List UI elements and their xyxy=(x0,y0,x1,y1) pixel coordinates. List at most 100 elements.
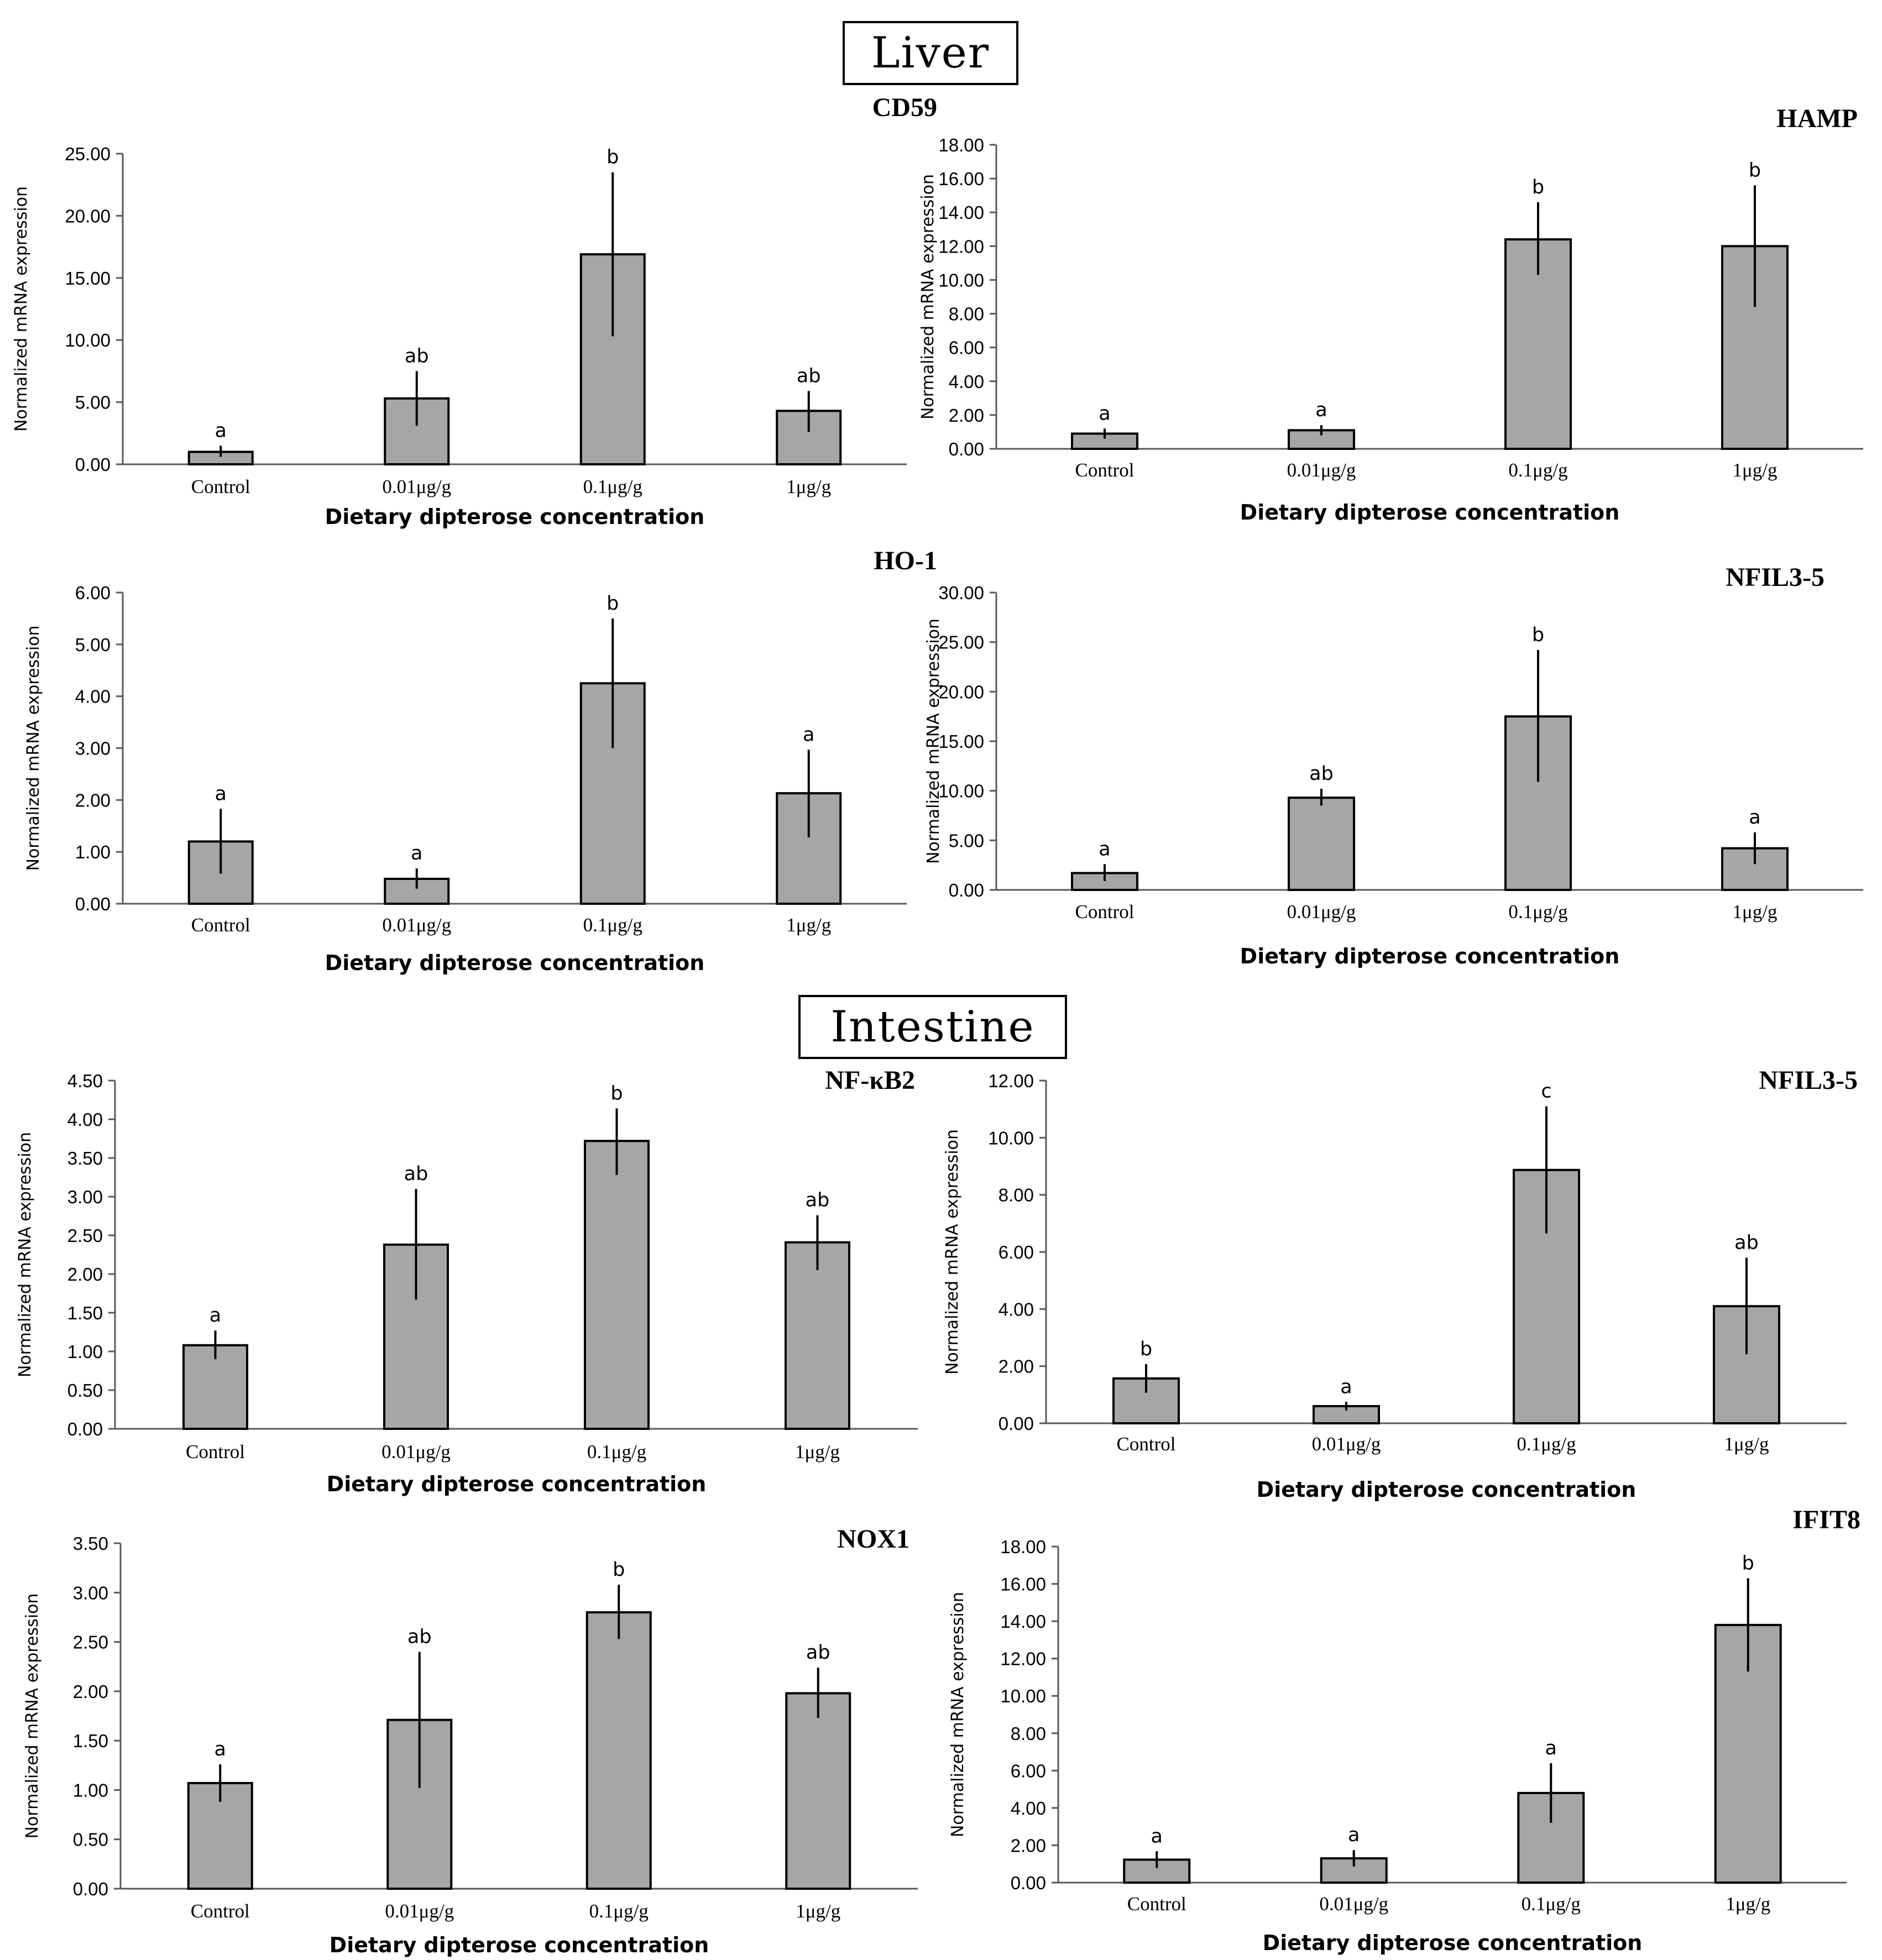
y-tick-label: 2.00 xyxy=(75,790,111,810)
y-tick-label: 10.00 xyxy=(938,781,984,801)
significance-label-1: a xyxy=(1315,399,1327,421)
y-tick-label: 12.00 xyxy=(1000,1649,1046,1669)
y-tick-label: 6.00 xyxy=(75,583,111,603)
y-tick-label: 2.50 xyxy=(73,1632,108,1653)
category-label-1: 0.01μg/g xyxy=(385,1900,454,1922)
y-tick-label: 0.00 xyxy=(1011,1873,1046,1893)
significance-label-1: a xyxy=(411,842,422,864)
category-label-0: Control xyxy=(1075,459,1135,481)
significance-label-0: a xyxy=(215,783,227,805)
chart-title: CD59 xyxy=(872,93,937,122)
y-tick-label: 20.00 xyxy=(65,206,111,226)
chart-intestine-ifit8: IFIT8 0.00 2.00 4.00 6.00 8.00 10.00 12.00 14.00… xyxy=(948,1505,1860,1955)
category-label-1: 0.01μg/g xyxy=(1312,1433,1381,1455)
y-axis-title: Normalized mRNA expression xyxy=(12,186,31,432)
y-tick-label: 5.00 xyxy=(75,635,111,655)
category-label-2: 0.1μg/g xyxy=(1517,1433,1576,1455)
chart-intestine-nfkb2: NF-κB2 0.00 0.50 1.00 1.50 2.00 2.50 3.00 3.50 4.… xyxy=(15,1066,918,1496)
y-tick-label: 5.00 xyxy=(949,830,984,851)
significance-label-2: b xyxy=(1532,624,1544,646)
x-axis-title: Dietary dipterose concentration xyxy=(327,1472,707,1496)
y-axis-title: Normalized mRNA expression xyxy=(15,1132,35,1377)
chart-title: HAMP xyxy=(1776,104,1858,133)
category-label-2: 0.1μg/g xyxy=(589,1900,649,1922)
y-tick-label: 1.00 xyxy=(73,1780,108,1800)
y-tick-label: 3.50 xyxy=(67,1148,103,1168)
y-tick-label: 16.00 xyxy=(1000,1574,1046,1595)
category-label-0: Control xyxy=(191,1900,250,1922)
y-tick-label: 14.00 xyxy=(1000,1611,1046,1632)
y-tick-label: 4.50 xyxy=(67,1071,103,1091)
y-axis-title: Normalized mRNA expression xyxy=(24,625,43,871)
x-axis-title: Dietary dipterose concentration xyxy=(1263,1931,1643,1955)
y-tick-label: 0.00 xyxy=(75,894,111,914)
significance-label-2: a xyxy=(1545,1737,1557,1759)
y-tick-label: 4.00 xyxy=(67,1109,103,1130)
y-tick-label: 6.00 xyxy=(949,338,984,358)
y-tick-label: 12.00 xyxy=(938,236,984,256)
significance-label-3: ab xyxy=(797,365,821,387)
x-axis-title: Dietary dipterose concentration xyxy=(330,1933,709,1957)
chart-title: NFIL3-5 xyxy=(1759,1066,1858,1095)
category-label-1: 0.01μg/g xyxy=(1319,1893,1388,1915)
significance-label-2: b xyxy=(1532,176,1544,198)
y-tick-label: 2.00 xyxy=(67,1264,103,1285)
chart-liver-nfil3-5: NFIL3-5 0.00 5.00 10.00 15.00 20.00 25.00 30.00… xyxy=(924,563,1863,968)
significance-label-3: a xyxy=(803,724,814,746)
y-axis-title: Normalized mRNA expression xyxy=(918,174,938,420)
chart-title: NF-κB2 xyxy=(825,1066,915,1095)
y-tick-label: 3.00 xyxy=(73,1582,108,1603)
category-label-2: 0.1μg/g xyxy=(1522,1893,1581,1915)
bar-1 xyxy=(1288,796,1355,891)
category-label-0: Control xyxy=(1127,1893,1186,1915)
chart-title: HO-1 xyxy=(874,546,937,575)
significance-label-2: c xyxy=(1541,1081,1551,1103)
y-tick-label: 1.50 xyxy=(67,1303,103,1323)
y-tick-label: 25.00 xyxy=(938,632,984,653)
y-tick-label: 6.00 xyxy=(1011,1760,1046,1781)
bar-3 xyxy=(785,1692,851,1890)
significance-label-0: a xyxy=(210,1304,221,1327)
significance-label-0: a xyxy=(215,420,227,442)
y-axis-title: Normalized mRNA expression xyxy=(23,1593,42,1838)
category-label-2: 0.1μg/g xyxy=(583,914,642,936)
category-label-3: 1μg/g xyxy=(1733,901,1778,923)
y-tick-label: 2.00 xyxy=(73,1681,108,1702)
y-tick-label: 4.00 xyxy=(949,371,984,392)
y-tick-label: 2.00 xyxy=(949,405,984,426)
y-tick-label: 20.00 xyxy=(938,682,984,702)
y-tick-label: 3.50 xyxy=(73,1533,108,1554)
y-tick-label: 0.00 xyxy=(73,1879,108,1899)
y-tick-label: 8.00 xyxy=(949,304,984,324)
significance-label-2: b xyxy=(607,593,619,615)
chart-liver-hamp: HAMP 0.00 2.00 4.00 6.00 8.00 10.00 12.00 14.00 1… xyxy=(918,104,1863,525)
y-tick-label: 12.00 xyxy=(988,1071,1034,1091)
category-label-1: 0.01μg/g xyxy=(1287,901,1356,923)
category-label-2: 0.1μg/g xyxy=(1508,459,1567,481)
section-title-liver: Liver xyxy=(843,21,1018,85)
significance-label-3: ab xyxy=(806,1642,830,1664)
significance-label-0: a xyxy=(1099,402,1110,425)
chart-intestine-nox1: NOX1 0.00 0.50 1.00 1.50 2.00 2.50 3.00 3.50 a Con… xyxy=(23,1524,918,1957)
category-label-1: 0.01μg/g xyxy=(381,1441,451,1463)
bar-2 xyxy=(585,1611,652,1890)
category-label-2: 0.1μg/g xyxy=(587,1441,646,1463)
x-axis-title: Dietary dipterose concentration xyxy=(1257,1477,1637,1502)
y-tick-label: 30.00 xyxy=(938,583,984,603)
y-tick-label: 5.00 xyxy=(75,392,111,413)
section-title-intestine: Intestine xyxy=(798,995,1067,1059)
y-tick-label: 6.00 xyxy=(998,1242,1034,1262)
category-label-3: 1μg/g xyxy=(796,1900,840,1922)
significance-label-3: b xyxy=(1742,1552,1754,1574)
significance-label-2: b xyxy=(613,1559,625,1581)
x-axis-title: Dietary dipterose concentration xyxy=(325,505,705,529)
x-axis-title: Dietary dipterose concentration xyxy=(1240,944,1620,968)
y-tick-label: 25.00 xyxy=(65,144,111,164)
significance-label-0: a xyxy=(1151,1825,1163,1847)
category-label-3: 1μg/g xyxy=(786,914,831,936)
y-tick-label: 0.00 xyxy=(949,439,984,459)
y-tick-label: 10.00 xyxy=(1000,1686,1046,1706)
category-label-2: 0.1μg/g xyxy=(1508,901,1567,923)
y-tick-label: 10.00 xyxy=(938,270,984,290)
y-tick-label: 10.00 xyxy=(988,1128,1034,1148)
